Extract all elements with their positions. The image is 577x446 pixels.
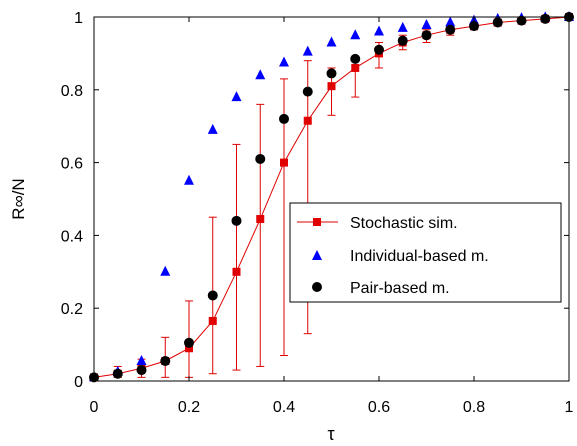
- x-tick-label: 1: [565, 399, 574, 416]
- individual-point: [160, 265, 171, 276]
- stochastic-point: [256, 215, 265, 224]
- individual-point: [136, 354, 147, 365]
- pair-point: [160, 355, 171, 366]
- pair-point: [112, 368, 123, 379]
- stochastic-point: [351, 63, 360, 72]
- legend-label-individual: Individual-based m.: [350, 248, 489, 265]
- individual-point: [421, 19, 432, 30]
- individual-point: [326, 36, 337, 47]
- y-tick-label: 0.8: [61, 83, 83, 100]
- individual-point: [374, 25, 384, 36]
- pair-point: [231, 215, 242, 226]
- pair-point: [421, 30, 432, 41]
- pair-point: [469, 21, 479, 32]
- y-tick-label: 0.4: [61, 228, 83, 245]
- pair-point: [374, 44, 384, 55]
- pair-point: [279, 113, 289, 124]
- pair-point: [540, 13, 551, 24]
- individual-point: [302, 45, 313, 56]
- stochastic-point: [208, 316, 217, 325]
- stochastic-point: [232, 267, 241, 276]
- pair-point: [350, 53, 361, 64]
- pair-point: [445, 24, 456, 35]
- pair-point: [516, 15, 527, 26]
- y-axis-label: R∞/N: [9, 178, 28, 219]
- individual-point: [207, 123, 218, 134]
- individual-point: [279, 56, 289, 67]
- pair-point: [136, 365, 147, 376]
- individual-point: [445, 16, 456, 27]
- x-axis-label: τ: [327, 424, 334, 444]
- legend-label-stochastic: Stochastic sim.: [350, 215, 458, 232]
- y-tick-label: 0.2: [61, 301, 83, 318]
- stochastic-point: [185, 344, 193, 353]
- legend-item-pair: Pair-based m.: [312, 280, 450, 297]
- x-tick-label: 0.2: [178, 399, 200, 416]
- legend-marker-circle: [312, 282, 322, 292]
- individual-point: [397, 21, 408, 32]
- y-tick-label: 0: [74, 374, 83, 391]
- legend: Stochastic sim. Individual-based m. Pair…: [289, 202, 562, 303]
- legend-item-stochastic: Stochastic sim.: [297, 215, 458, 232]
- axis-ticks: 0 0.2 0.4 0.6 0.8 1 0 0.2 0.4 0.6 0.8 1: [61, 10, 574, 416]
- individual-point: [255, 69, 266, 80]
- individual-point: [350, 29, 361, 40]
- stochastic-point: [280, 158, 288, 167]
- legend-item-individual: Individual-based m.: [312, 248, 489, 265]
- pair-point: [326, 68, 337, 79]
- y-tick-label: 1: [74, 10, 83, 27]
- pair-point: [397, 35, 408, 46]
- y-tick-label: 0.6: [61, 156, 83, 173]
- legend-marker-square: [313, 218, 321, 226]
- individual-point: [184, 174, 194, 185]
- pair-point: [207, 290, 218, 301]
- pair-point: [492, 17, 503, 28]
- x-tick-label: 0.8: [463, 399, 485, 416]
- x-tick-label: 0.6: [368, 399, 390, 416]
- pair-point: [255, 153, 266, 164]
- stochastic-point: [327, 82, 336, 91]
- plot-frame: [93, 16, 570, 382]
- legend-box: [289, 202, 562, 303]
- legend-label-pair: Pair-based m.: [350, 280, 450, 297]
- x-tick-label: 0: [90, 399, 99, 416]
- chart-marks: [89, 11, 574, 383]
- legend-marker-triangle: [312, 250, 322, 260]
- pair-point: [184, 337, 194, 348]
- individual-point: [231, 91, 242, 102]
- x-tick-label: 0.4: [273, 399, 295, 416]
- pair-point: [302, 86, 313, 97]
- stochastic-point: [303, 116, 312, 125]
